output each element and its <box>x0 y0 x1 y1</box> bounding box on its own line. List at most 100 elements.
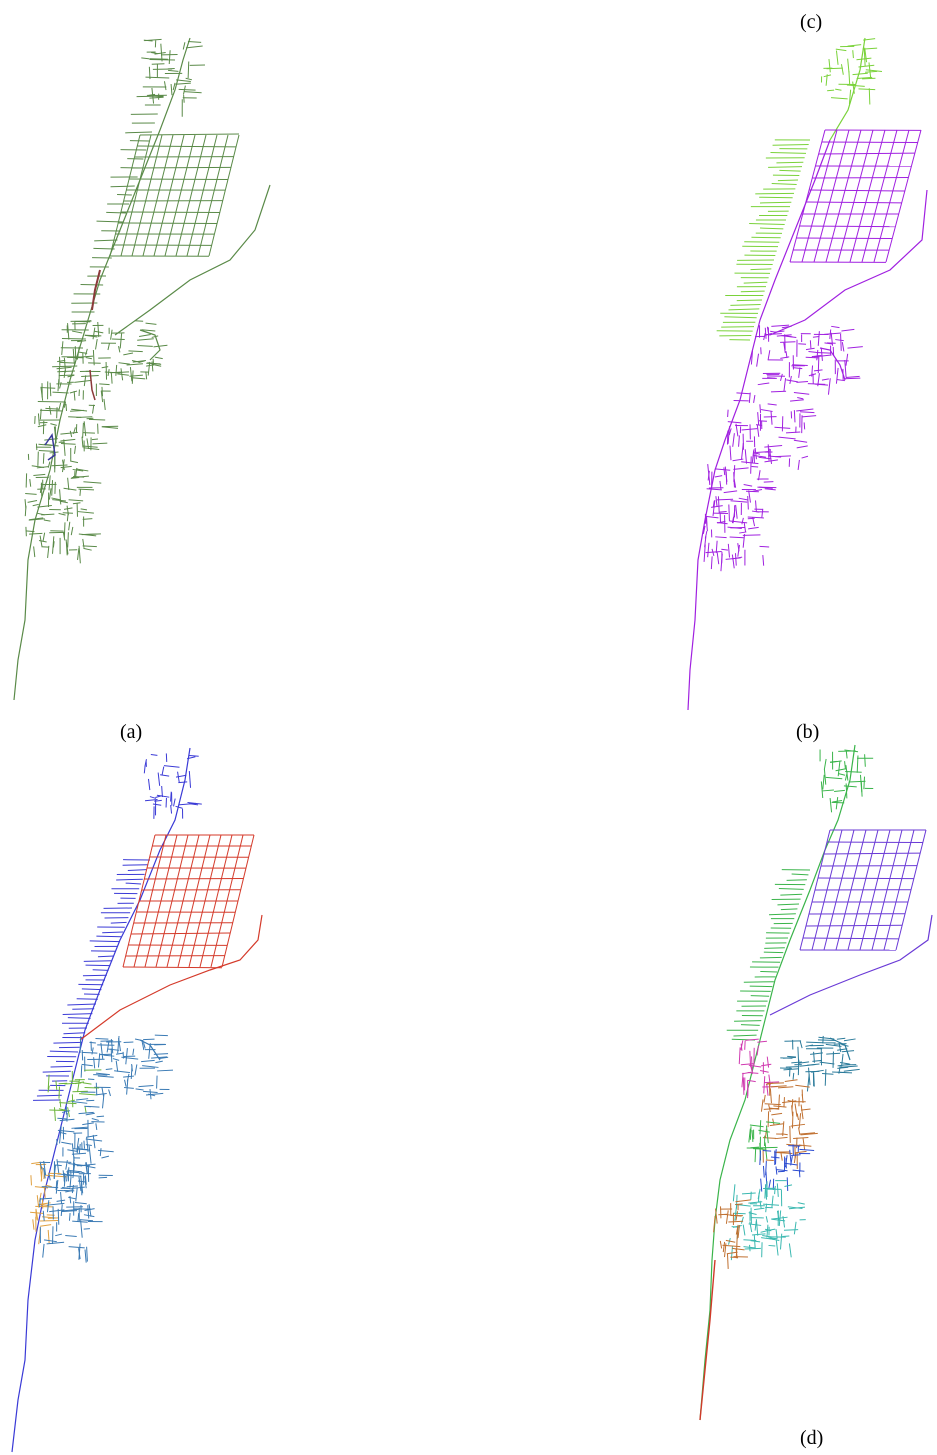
mid-streets <box>129 367 133 382</box>
mid-streets <box>74 320 91 323</box>
north-streets <box>187 41 202 43</box>
north-streets <box>161 785 163 798</box>
south-streets <box>95 1123 98 1130</box>
north-streets <box>175 82 191 85</box>
south-streets <box>73 391 76 401</box>
north-streets <box>184 91 202 94</box>
cyan-streets <box>743 1246 756 1249</box>
cyan-streets <box>787 1206 803 1210</box>
cyan-streets <box>740 1216 744 1224</box>
south-streets <box>748 392 751 404</box>
magenta-streets <box>757 1040 767 1043</box>
cyan-streets <box>788 1243 792 1258</box>
west-ladder <box>777 179 799 182</box>
street-grid <box>802 937 900 940</box>
cyan-streets <box>760 1230 768 1233</box>
mid-streets <box>151 1056 168 1059</box>
bypass-road <box>769 189 928 336</box>
south-streets <box>70 409 84 412</box>
north-streets <box>848 780 866 783</box>
north-streets <box>160 43 163 62</box>
magenta-streets <box>764 1081 780 1084</box>
teal-streets <box>839 1061 850 1065</box>
far-south-streets <box>39 1161 43 1170</box>
west-ladder <box>750 268 772 271</box>
south-streets <box>770 390 787 393</box>
west-ladder <box>733 1034 757 1037</box>
south-streets <box>753 395 756 403</box>
far-south-streets <box>714 475 723 478</box>
south-streets <box>797 459 800 470</box>
green-streets <box>79 1093 96 1096</box>
street-grid <box>837 129 874 263</box>
north-streets <box>863 48 866 67</box>
north-streets <box>844 749 859 753</box>
orange-streets <box>39 1164 43 1181</box>
north-streets <box>178 781 188 784</box>
loop-road <box>819 347 846 381</box>
south-streets <box>65 403 68 411</box>
south-streets <box>793 439 808 443</box>
teal-streets <box>799 1064 816 1067</box>
west-ladder <box>96 935 122 938</box>
far-south-streets <box>42 532 46 542</box>
south-streets <box>61 1110 71 1113</box>
far-south-streets <box>82 518 93 520</box>
cyan-streets <box>753 1235 756 1249</box>
caption-c: (c) <box>800 11 823 33</box>
far-south-streets <box>741 461 759 465</box>
mid-streets <box>814 383 829 386</box>
mid-streets <box>805 356 819 359</box>
far-south-streets <box>715 496 718 507</box>
mid-streets <box>97 1053 101 1068</box>
west-ladder <box>786 879 807 881</box>
mid-streets <box>844 377 861 380</box>
far-south-streets <box>40 1197 52 1200</box>
south-streets <box>88 1145 92 1164</box>
north-streets <box>835 50 839 65</box>
cyan-streets <box>782 1216 786 1228</box>
south-streets <box>738 435 740 447</box>
street-grid <box>796 237 893 240</box>
far-south-streets <box>716 552 720 565</box>
blue-streets <box>784 1155 788 1168</box>
south-streets <box>92 1134 96 1149</box>
far-south-streets <box>78 488 95 491</box>
far-south-streets <box>80 508 88 511</box>
far-south-streets <box>29 532 43 535</box>
south-streets <box>91 438 99 441</box>
north-streets <box>865 70 878 73</box>
north-streets <box>864 47 868 63</box>
south-streets <box>49 382 52 397</box>
far-south-streets <box>66 542 69 555</box>
far-south-streets <box>37 512 45 516</box>
mid-streets <box>76 346 80 360</box>
north-streets <box>856 755 859 773</box>
mid-streets <box>154 356 163 360</box>
mid-streets <box>131 370 134 384</box>
loop-road <box>139 1039 161 1061</box>
west-ladder <box>81 988 102 991</box>
mid-streets <box>827 378 831 395</box>
west-ladder <box>770 152 807 154</box>
mid-streets <box>93 1057 96 1069</box>
mid-streets <box>115 1052 124 1055</box>
mid-streets <box>840 333 842 351</box>
south-streets <box>86 417 94 420</box>
far-south-streets <box>729 536 744 539</box>
orange-south-streets <box>735 1199 751 1203</box>
mid-streets <box>67 374 75 378</box>
green-streets <box>748 1128 751 1143</box>
west-ladder <box>751 236 781 239</box>
side-streets <box>96 220 124 223</box>
far-south-streets <box>49 1209 65 1213</box>
north-streets <box>835 88 842 91</box>
teal-streets <box>837 1071 853 1074</box>
south-streets <box>44 438 58 441</box>
mid-streets <box>130 1065 133 1080</box>
mid-streets <box>811 355 822 358</box>
teal-streets <box>841 1050 855 1053</box>
far-south-streets <box>714 468 731 471</box>
mid-streets <box>111 338 125 341</box>
far-south-streets <box>63 522 66 538</box>
